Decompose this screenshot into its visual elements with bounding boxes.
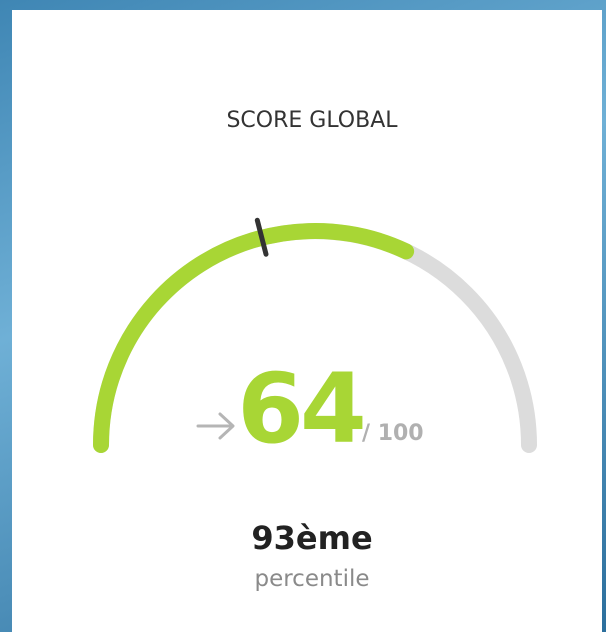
- gauge-title: SCORE GLOBAL: [226, 108, 398, 133]
- gauge-fill: [93, 223, 415, 453]
- score-value: 64: [237, 353, 363, 465]
- card: [12, 10, 602, 632]
- rank: 93ème: [251, 519, 372, 557]
- trend-arrow: [196, 412, 235, 440]
- score-max: / 100: [362, 421, 424, 446]
- gauge: [93, 217, 537, 453]
- rank-caption: percentile: [254, 566, 369, 592]
- gauge-marker: [254, 217, 269, 257]
